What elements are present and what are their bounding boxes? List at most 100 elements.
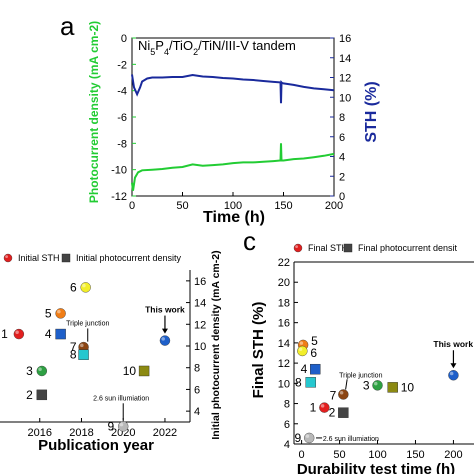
panel-b-point-highlight bbox=[82, 283, 86, 288]
panel-b-annotation-sun: 2.6 sun illumiation bbox=[93, 395, 149, 402]
panel-c-y-tick-label: 10 bbox=[278, 378, 290, 390]
panel-b-point bbox=[159, 335, 171, 346]
panel-b-y2-tick-label: 10 bbox=[194, 341, 206, 353]
legend-marker-square bbox=[343, 243, 353, 253]
panel-b-point-highlight bbox=[161, 337, 165, 341]
panel-c-legend: Final STH Final photocurrent densit bbox=[293, 243, 458, 253]
panel-c-point-label: 6 bbox=[310, 346, 317, 360]
panel-a-y2-axis-title: STH (%) bbox=[363, 81, 380, 142]
panel-b-point-highlight bbox=[80, 343, 84, 348]
panel-c-point-label: 3 bbox=[363, 378, 370, 392]
panel-c-x-tick-label: 0 bbox=[299, 449, 305, 461]
panel-b-point-label: 10 bbox=[123, 364, 137, 378]
panel-a-sth-line bbox=[131, 73, 335, 104]
panel-b-y2-tick-label: 8 bbox=[194, 363, 200, 375]
panel-a-x-tick-label: 100 bbox=[224, 200, 242, 212]
legend-label: Initial STH bbox=[18, 253, 60, 263]
panel-a-y-tick-label: -10 bbox=[111, 165, 127, 177]
panel-b-point-label: 6 bbox=[70, 280, 77, 294]
panel-a-y-tick-label: -8 bbox=[117, 138, 127, 150]
panel-c-x-axis-title: Durability test time (h) bbox=[297, 461, 455, 474]
panel-c-point-highlight bbox=[298, 347, 303, 351]
panel-b-point-label: 1 bbox=[1, 327, 8, 341]
panel-c-point-highlight bbox=[299, 341, 304, 345]
panel-a-x-tick-label: 50 bbox=[176, 200, 188, 212]
panel-c-point bbox=[303, 432, 315, 444]
panel-b-y2-tick-label: 14 bbox=[194, 298, 206, 310]
panel-a-y2-tick-label: 6 bbox=[339, 132, 345, 144]
panel-b-point bbox=[55, 328, 66, 340]
legend-marker-square bbox=[61, 253, 71, 263]
panel-c-point-highlight bbox=[305, 434, 310, 438]
panel-a-y-tick-label: -6 bbox=[117, 112, 127, 124]
panel-c-point-label: 1 bbox=[310, 401, 317, 415]
panel-b-this-work-arrowhead bbox=[161, 328, 168, 334]
panel-c-x-tick-label: 150 bbox=[406, 449, 424, 461]
panel-b-point bbox=[78, 349, 89, 360]
panel-a-y-tick-label: 0 bbox=[121, 33, 127, 45]
panel-c-this-work-arrowhead bbox=[450, 363, 457, 369]
panel-c-point-label: 5 bbox=[311, 334, 318, 348]
panel-b-point bbox=[138, 365, 150, 377]
panel-b-y2-axis-title: Initial photocurrent density (mA cm-2) bbox=[210, 250, 222, 439]
panel-b-point-highlight bbox=[57, 309, 61, 314]
panel-a-title: Ni5P4/TiO2/TiN/III-V tandem bbox=[138, 38, 296, 57]
panel-b-y2-tick-label: 6 bbox=[194, 384, 200, 396]
panel-c-point bbox=[372, 380, 383, 391]
panel-b-point-label: 3 bbox=[26, 364, 33, 378]
panel-b-point-highlight bbox=[119, 422, 124, 427]
panel-c-y-tick-label: 22 bbox=[278, 257, 290, 269]
panel-c-point-highlight bbox=[320, 404, 325, 408]
panel-a-x-axis-title: Time (h) bbox=[203, 209, 265, 226]
panel-b-point-label: 8 bbox=[70, 348, 77, 362]
panel-b-y2-tick-label: 12 bbox=[194, 319, 206, 331]
panel-c-y-tick-label: 16 bbox=[278, 318, 290, 330]
panel-c-y-axis-title: Final STH (%) bbox=[250, 302, 267, 399]
panel-c-annotation-sun: 2.6 sun illumiation bbox=[323, 436, 379, 443]
panel-c-point bbox=[310, 363, 321, 375]
panel-c-x-tick-label: 100 bbox=[368, 449, 386, 461]
panel-b-x-tick-label: 2016 bbox=[27, 427, 51, 439]
panel-c-point-label: 8 bbox=[295, 375, 302, 389]
panel-a-y2-tick-label: 2 bbox=[339, 171, 345, 183]
panel-a-frame bbox=[131, 37, 335, 197]
panel-c-y-tick-label: 18 bbox=[278, 297, 290, 309]
panel-b-this-work-label: This work bbox=[145, 305, 185, 315]
panel-b-point bbox=[118, 421, 129, 432]
panel-a-y2-tick-label: 0 bbox=[339, 191, 345, 203]
panel-b-point-label: 9 bbox=[108, 419, 115, 433]
panel-a-y-tick-label: -2 bbox=[117, 59, 127, 71]
panel-c-y-tick-label: 14 bbox=[278, 338, 290, 350]
panel-c-x-tick-label: 200 bbox=[444, 449, 462, 461]
panel-c-point-highlight bbox=[374, 381, 378, 386]
panel-b-point-highlight bbox=[38, 367, 42, 371]
panel-c-this-work-label: This work bbox=[433, 339, 473, 349]
panel-b-point-label: 4 bbox=[45, 327, 52, 341]
legend-marker-circle bbox=[3, 253, 13, 263]
panel-a-y-tick-label: -4 bbox=[117, 86, 127, 98]
panel-c-point bbox=[338, 407, 349, 418]
legend-label: Final STH bbox=[308, 243, 348, 253]
panel-c-point bbox=[319, 402, 330, 413]
panel-c-y-tick-label: 12 bbox=[278, 358, 290, 370]
panel-c-y-tick-label: 6 bbox=[284, 419, 290, 431]
panel-c-point-highlight bbox=[339, 390, 344, 395]
panel-a-y2-tick-label: 16 bbox=[339, 33, 351, 45]
panel-b-x-axis-title: Publication year bbox=[38, 437, 154, 454]
panel-c-x-tick-label: 50 bbox=[333, 449, 345, 461]
panel-b-point bbox=[80, 282, 91, 293]
panel-b-point bbox=[36, 389, 48, 401]
panel-c-point bbox=[387, 382, 398, 393]
panel-b-chart: Initial STH Initial photocurrent density … bbox=[0, 250, 222, 454]
panel-c-points: 1 2 3 456 7 8 9 10 This work Triple junction 2.6 s… bbox=[294, 334, 473, 445]
panel-a-y2-tick-label: 14 bbox=[339, 53, 351, 65]
panel-c-point-label: 9 bbox=[294, 431, 301, 445]
panel-c-annotation-triple-junction: Triple junction bbox=[339, 372, 382, 379]
panel-a-x-tick-label: 0 bbox=[129, 200, 135, 212]
panel-c-point bbox=[297, 345, 308, 357]
legend-marker-circle bbox=[293, 243, 303, 253]
panel-b-annotation-triple-junction: Triple junction bbox=[66, 320, 109, 327]
